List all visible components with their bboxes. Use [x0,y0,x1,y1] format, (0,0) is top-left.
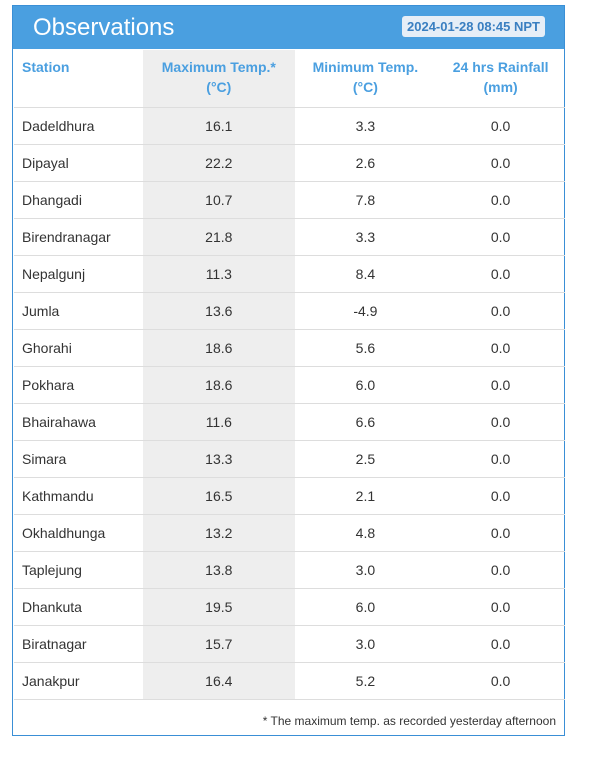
column-header-min-temp: Minimum Temp. (°C) [294,50,437,108]
column-header-max-temp-unit: (°C) [206,79,232,95]
min-temp-cell: 3.3 [294,107,437,145]
station-cell: Dipayal [14,144,144,182]
station-cell: Janakpur [14,662,144,700]
max-temp-cell: 13.3 [143,440,295,478]
rainfall-cell: 0.0 [436,181,565,219]
max-temp-cell: 21.8 [143,218,295,256]
rainfall-cell: 0.0 [436,662,565,700]
max-temp-cell: 16.4 [143,662,295,700]
table-row: Bhairahawa 11.6 6.6 0.0 [14,403,565,441]
rainfall-cell: 0.0 [436,366,565,404]
min-temp-cell: 3.3 [294,218,437,256]
observations-table: Station Maximum Temp.* (°C) Minimum Temp… [14,50,565,700]
min-temp-cell: 4.8 [294,514,437,552]
rainfall-cell: 0.0 [436,255,565,293]
min-temp-cell: 3.0 [294,625,437,663]
table-row: Birendranagar 21.8 3.3 0.0 [14,218,565,256]
min-temp-cell: -4.9 [294,292,437,330]
min-temp-cell: 3.0 [294,551,437,589]
footnote: * The maximum temp. as recorded yesterda… [262,714,556,728]
timestamp-badge: 2024-01-28 08:45 NPT [402,16,545,37]
max-temp-cell: 11.3 [143,255,295,293]
max-temp-cell: 16.1 [143,107,295,145]
table-row: Dadeldhura 16.1 3.3 0.0 [14,107,565,145]
station-cell: Simara [14,440,144,478]
station-cell: Biratnagar [14,625,144,663]
column-header-min-temp-unit: (°C) [352,79,378,95]
station-cell: Okhaldhunga [14,514,144,552]
min-temp-cell: 6.0 [294,588,437,626]
panel-title: Observations [33,14,175,41]
max-temp-cell: 22.2 [143,144,295,182]
station-cell: Dhankuta [14,588,144,626]
min-temp-cell: 2.6 [294,144,437,182]
table-body: Dadeldhura 16.1 3.3 0.0 Dipayal 22.2 2.6 0.0 Dha… [14,107,565,700]
table-row: Biratnagar 15.7 3.0 0.0 [14,625,565,663]
rainfall-cell: 0.0 [436,440,565,478]
min-temp-cell: 8.4 [294,255,437,293]
rainfall-cell: 0.0 [436,218,565,256]
rainfall-cell: 0.0 [436,551,565,589]
rainfall-cell: 0.0 [436,329,565,367]
station-cell: Nepalgunj [14,255,144,293]
station-cell: Taplejung [14,551,144,589]
station-cell: Pokhara [14,366,144,404]
column-header-station-label: Station [22,59,70,75]
station-cell: Dadeldhura [14,107,144,145]
column-header-max-temp-label: Maximum Temp.* [161,59,276,75]
max-temp-cell: 19.5 [143,588,295,626]
rainfall-cell: 0.0 [436,292,565,330]
table-row: Taplejung 13.8 3.0 0.0 [14,551,565,589]
table-row: Ghorahi 18.6 5.6 0.0 [14,329,565,367]
column-header-rainfall-label: 24 hrs Rainfall [452,59,549,75]
max-temp-cell: 13.6 [143,292,295,330]
station-cell: Bhairahawa [14,403,144,441]
min-temp-cell: 5.6 [294,329,437,367]
min-temp-cell: 2.5 [294,440,437,478]
max-temp-cell: 13.8 [143,551,295,589]
rainfall-cell: 0.0 [436,477,565,515]
table-row: Dipayal 22.2 2.6 0.0 [14,144,565,182]
column-header-rainfall-unit: (mm) [483,79,518,95]
observations-panel: Observations 2024-01-28 08:45 NPT Statio… [12,5,565,736]
table-row: Simara 13.3 2.5 0.0 [14,440,565,478]
table-row: Nepalgunj 11.3 8.4 0.0 [14,255,565,293]
table-row: Pokhara 18.6 6.0 0.0 [14,366,565,404]
min-temp-cell: 5.2 [294,662,437,700]
max-temp-cell: 10.7 [143,181,295,219]
panel-header: Observations 2024-01-28 08:45 NPT [13,6,564,49]
rainfall-cell: 0.0 [436,588,565,626]
column-header-min-temp-label: Minimum Temp. [312,59,419,75]
table-row: Kathmandu 16.5 2.1 0.0 [14,477,565,515]
min-temp-cell: 2.1 [294,477,437,515]
table-row: Okhaldhunga 13.2 4.8 0.0 [14,514,565,552]
min-temp-cell: 6.6 [294,403,437,441]
max-temp-cell: 16.5 [143,477,295,515]
column-header-max-temp: Maximum Temp.* (°C) [143,50,295,108]
station-cell: Birendranagar [14,218,144,256]
station-cell: Ghorahi [14,329,144,367]
min-temp-cell: 7.8 [294,181,437,219]
station-cell: Dhangadi [14,181,144,219]
rainfall-cell: 0.0 [436,107,565,145]
column-header-station: Station [14,50,144,108]
table-row: Dhankuta 19.5 6.0 0.0 [14,588,565,626]
station-cell: Jumla [14,292,144,330]
table-row: Janakpur 16.4 5.2 0.0 [14,662,565,700]
rainfall-cell: 0.0 [436,403,565,441]
min-temp-cell: 6.0 [294,366,437,404]
station-cell: Kathmandu [14,477,144,515]
rainfall-cell: 0.0 [436,144,565,182]
max-temp-cell: 15.7 [143,625,295,663]
rainfall-cell: 0.0 [436,625,565,663]
max-temp-cell: 11.6 [143,403,295,441]
table-row: Jumla 13.6 -4.9 0.0 [14,292,565,330]
max-temp-cell: 18.6 [143,366,295,404]
table-row: Dhangadi 10.7 7.8 0.0 [14,181,565,219]
column-header-rainfall: 24 hrs Rainfall (mm) [436,50,565,108]
max-temp-cell: 13.2 [143,514,295,552]
table-header-row: Station Maximum Temp.* (°C) Minimum Temp… [14,50,565,108]
max-temp-cell: 18.6 [143,329,295,367]
rainfall-cell: 0.0 [436,514,565,552]
